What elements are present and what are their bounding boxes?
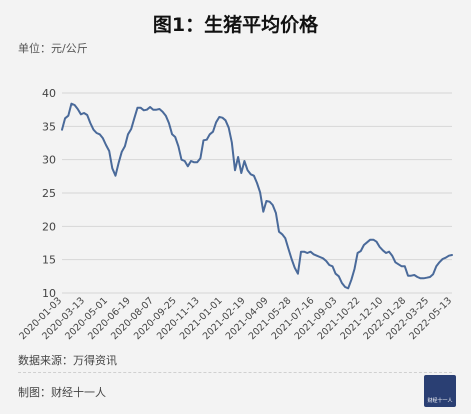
unit-label: 单位：元/公斤 — [18, 42, 88, 55]
y-tick-label: 20 — [42, 220, 56, 233]
price-series-line — [61, 102, 453, 290]
y-tick-label: 15 — [42, 254, 56, 267]
footer-divider — [18, 372, 452, 373]
chart-title: 图1：生猪平均价格 — [152, 14, 319, 36]
brand-logo: 财经十一人 — [424, 375, 456, 407]
source-label: 数据来源：万得资讯 — [18, 354, 117, 367]
y-tick-label: 25 — [42, 187, 56, 200]
y-tick-label: 40 — [42, 87, 56, 100]
logo-text: 财经十一人 — [427, 398, 453, 404]
y-tick-label: 10 — [42, 287, 56, 300]
y-tick-label: 30 — [42, 154, 56, 167]
y-tick-label: 35 — [42, 120, 56, 133]
maker-label: 制图：财经十一人 — [18, 386, 106, 399]
